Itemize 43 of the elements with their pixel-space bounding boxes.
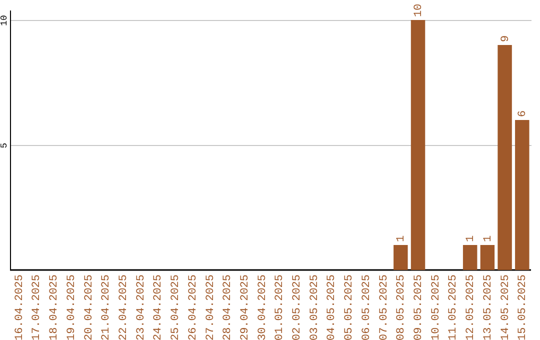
- data-label: 10: [413, 4, 426, 17]
- bar: [462, 245, 478, 270]
- x-tick-label: 21.04.2025: [100, 274, 113, 340]
- x-tick-label: 28.04.2025: [222, 274, 234, 340]
- data-label: 1: [396, 235, 408, 242]
- x-tick-label: 19.04.2025: [66, 274, 78, 340]
- x-tick-label: 07.05.2025: [378, 274, 390, 340]
- bar: [498, 45, 512, 270]
- bar: [480, 245, 495, 270]
- x-tick-label: 02.05.2025: [292, 274, 304, 340]
- x-tick-label: 15.05.2025: [517, 274, 530, 340]
- x-tick-label: 06.05.2025: [360, 274, 373, 340]
- x-tick-label: 11.05.2025: [448, 274, 460, 340]
- data-label: 9: [500, 35, 512, 42]
- x-tick-label: 12.05.2025: [465, 274, 478, 340]
- data-label: 6: [517, 110, 530, 117]
- x-tick-label: 30.04.2025: [256, 274, 269, 340]
- x-tick-label: 18.04.2025: [48, 274, 61, 340]
- x-tick-label: 22.04.2025: [118, 274, 130, 340]
- x-tick-label: 20.04.2025: [83, 274, 96, 340]
- bar: [410, 20, 426, 270]
- x-tick-label: 10.05.2025: [430, 274, 442, 340]
- bar: [515, 120, 530, 270]
- y-tick-label: 5: [0, 142, 10, 148]
- x-tick-label: 23.04.2025: [135, 274, 148, 340]
- x-tick-label: 05.05.2025: [344, 274, 356, 340]
- x-tick-label: 09.05.2025: [413, 274, 426, 340]
- x-tick-label: 26.04.2025: [187, 274, 200, 340]
- x-tick-label: 24.04.2025: [152, 274, 165, 340]
- x-tick-label: 08.05.2025: [396, 274, 408, 340]
- x-tick-label: 14.05.2025: [500, 274, 512, 340]
- x-tick-label: 16.04.2025: [14, 274, 26, 340]
- x-tick-label: 01.05.2025: [274, 274, 286, 340]
- data-label: 1: [482, 235, 494, 242]
- bar: [394, 245, 408, 270]
- x-tick-label: 29.04.2025: [239, 274, 252, 340]
- data-label: 1: [465, 235, 478, 242]
- x-tick-label: 25.04.2025: [170, 274, 182, 340]
- x-tick-label: 17.04.2025: [31, 274, 44, 340]
- x-tick-label: 27.04.2025: [204, 274, 217, 340]
- x-tick-label: 04.05.2025: [326, 274, 338, 340]
- x-tick-label: 13.05.2025: [482, 274, 494, 340]
- x-tick-label: 03.05.2025: [308, 274, 321, 340]
